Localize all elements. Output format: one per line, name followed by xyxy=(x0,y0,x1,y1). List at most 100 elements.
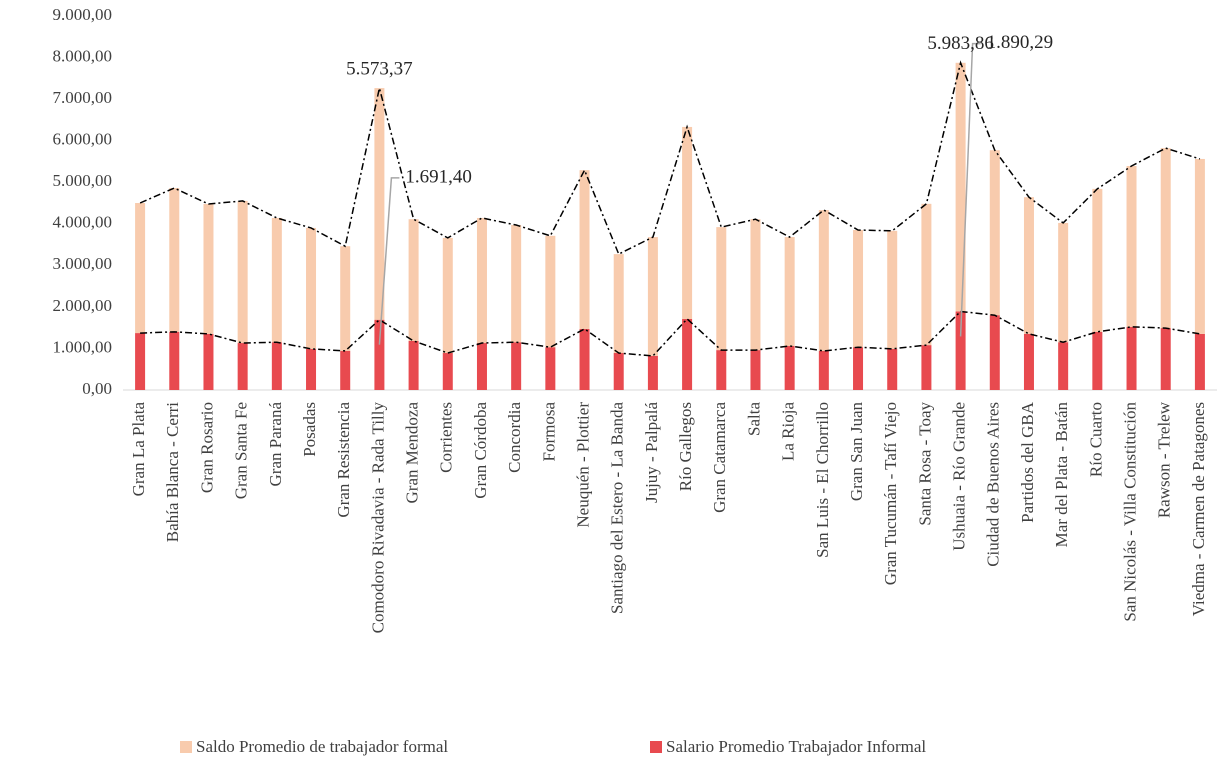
bar-segment xyxy=(1160,148,1171,329)
x-tick-label: Gran Córdoba xyxy=(471,402,490,499)
bar-segment xyxy=(442,237,453,354)
bar-segment xyxy=(887,230,898,349)
y-tick-label: 5.000,00 xyxy=(53,171,113,190)
bar-segment xyxy=(1194,158,1205,334)
bar-segment xyxy=(1194,333,1205,390)
bar-segment xyxy=(340,246,351,351)
bar-segment xyxy=(613,353,624,390)
x-tick-label: Gran Santa Fe xyxy=(232,402,251,499)
legend-label: Saldo Promedio de trabajador formal xyxy=(196,737,448,756)
x-tick-label: Rawson - Trelew xyxy=(1155,401,1174,518)
x-tick-label: Santiago del Estero - La Banda xyxy=(608,402,627,614)
value-label: 1.691,40 xyxy=(405,166,472,187)
bar-segment xyxy=(647,237,658,356)
x-tick-label: Gran Tucumán - Tafí Viejo xyxy=(881,402,900,585)
x-tick-label: Concordia xyxy=(505,402,524,473)
bar-segment xyxy=(545,235,556,348)
y-tick-label: 4.000,00 xyxy=(53,213,113,232)
bar-segment xyxy=(1092,188,1103,332)
bar-segment xyxy=(613,254,624,354)
x-tick-label: Viedma - Carmen de Patagones xyxy=(1189,402,1208,616)
x-tick-label: Santa Rosa - Toay xyxy=(915,402,934,526)
bar-segment xyxy=(955,311,966,390)
x-tick-label: Bahía Blanca - Cerri xyxy=(163,402,182,542)
x-tick-label: Gran La Plata xyxy=(129,402,148,497)
value-label: 1.890,29 xyxy=(987,32,1054,53)
x-tick-label: Río Gallegos xyxy=(676,402,695,491)
bar-segment xyxy=(271,217,282,343)
stack-line xyxy=(140,310,1201,357)
legend-swatch xyxy=(650,741,662,753)
bar-segment xyxy=(408,340,419,390)
y-tick-label: 0,00 xyxy=(82,379,112,398)
bar-segment xyxy=(989,315,1000,390)
bar-segment xyxy=(784,237,795,346)
bar-segment xyxy=(989,150,1000,316)
x-tick-label: Jujuy - Palpalá xyxy=(642,402,661,503)
x-tick-label: La Rioja xyxy=(779,402,798,461)
legend-label: Salario Promedio Trabajador Informal xyxy=(666,737,926,756)
x-tick-label: Comodoro Rivadavia - Rada Tilly xyxy=(368,402,387,634)
x-tick-label: Posadas xyxy=(300,402,319,457)
bar-segment xyxy=(135,333,146,390)
x-tick-label: Gran San Juan xyxy=(847,402,866,502)
bar-segment xyxy=(374,88,385,320)
bar-segment xyxy=(408,219,419,341)
leader-line xyxy=(959,42,981,337)
x-tick-label: Neuquén - Plottier xyxy=(573,402,592,528)
bar-segment xyxy=(1058,342,1069,390)
bar-segment xyxy=(203,204,214,334)
x-tick-label: Mar del Plata - Batán xyxy=(1052,402,1071,548)
bar-segment xyxy=(442,353,453,390)
x-tick-label: Corrientes xyxy=(437,402,456,473)
y-tick-label: 7.000,00 xyxy=(53,88,113,107)
stack-line xyxy=(139,60,1201,256)
bar-segment xyxy=(1023,333,1034,390)
bar-segment xyxy=(169,188,180,332)
bar-segment xyxy=(853,347,864,390)
bar-segment xyxy=(682,126,693,319)
y-tick-label: 2.000,00 xyxy=(53,296,113,315)
x-tick-label: Partidos del GBA xyxy=(1018,401,1037,523)
value-label: 5.983,86 xyxy=(927,33,994,54)
x-tick-label: Gran Resistencia xyxy=(334,402,353,518)
legend-swatch xyxy=(180,741,192,753)
y-tick-label: 6.000,00 xyxy=(53,130,113,149)
x-tick-label: San Nicolás - Villa Constitución xyxy=(1120,402,1139,622)
bar-segment xyxy=(545,347,556,390)
bar-segment xyxy=(306,227,317,349)
y-tick-label: 3.000,00 xyxy=(53,254,113,273)
bar-segment xyxy=(887,348,898,390)
bar-segment xyxy=(1023,197,1034,334)
bar-segment xyxy=(1126,326,1137,390)
x-tick-label: Ushuaia - Río Grande xyxy=(950,402,969,551)
bar-segment xyxy=(374,319,385,390)
x-tick-label: Salta xyxy=(744,402,763,436)
bar-segment xyxy=(306,348,317,390)
bar-segment xyxy=(750,219,761,351)
x-tick-label: Gran Mendoza xyxy=(403,402,422,504)
bar-segment xyxy=(647,355,658,390)
bar-segment xyxy=(476,217,487,344)
value-label: 5.573,37 xyxy=(346,58,413,79)
bar-segment xyxy=(955,62,966,312)
bar-segment xyxy=(1126,166,1137,327)
bar-segment xyxy=(271,342,282,390)
bar-segment xyxy=(1160,328,1171,390)
bar-segment xyxy=(853,230,864,348)
bar-segment xyxy=(476,343,487,390)
x-tick-label: Río Cuarto xyxy=(1086,402,1105,477)
bar-segment xyxy=(237,343,248,390)
leader-line xyxy=(378,177,400,345)
y-tick-label: 8.000,00 xyxy=(53,46,113,65)
bar-segment xyxy=(340,350,351,390)
bar-segment xyxy=(203,333,214,390)
bar-segment xyxy=(784,345,795,390)
bar-segment xyxy=(1092,331,1103,390)
y-tick-label: 9.000,00 xyxy=(53,5,113,24)
bar-segment xyxy=(750,350,761,390)
bar-segment xyxy=(1058,222,1069,343)
bar-segment xyxy=(921,203,932,346)
bar-segment xyxy=(716,350,727,390)
